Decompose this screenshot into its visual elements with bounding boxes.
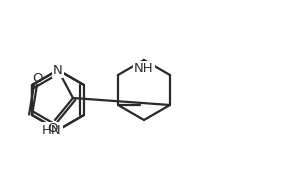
Text: N: N [53, 64, 63, 77]
Text: O: O [48, 122, 58, 135]
Text: HN: HN [42, 123, 62, 136]
Text: O: O [32, 71, 42, 84]
Text: NH: NH [134, 63, 154, 75]
